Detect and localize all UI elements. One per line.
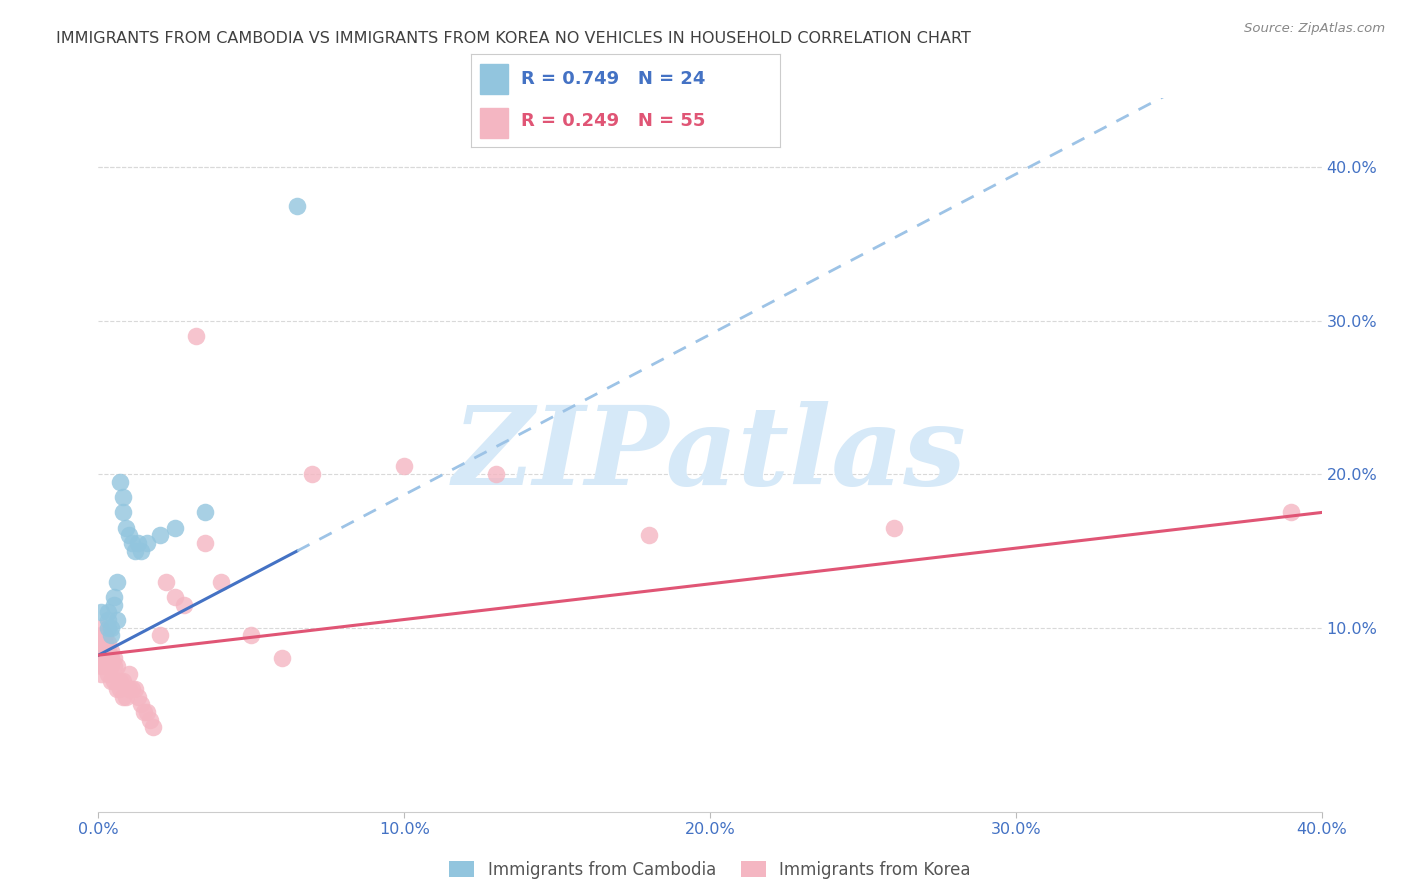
Point	[134, 705, 156, 719]
Point	[90, 666, 112, 681]
Point	[103, 590, 125, 604]
Point	[100, 643, 122, 657]
Point	[103, 598, 125, 612]
Point	[111, 674, 134, 689]
Point	[90, 636, 112, 650]
Point	[392, 459, 416, 474]
Point	[485, 467, 508, 482]
Point	[93, 651, 115, 665]
Point	[129, 698, 152, 712]
Point	[136, 536, 159, 550]
Point	[149, 528, 172, 542]
Point	[100, 659, 122, 673]
Point	[209, 574, 232, 589]
Point	[124, 544, 146, 558]
Point	[136, 705, 159, 719]
Point	[103, 651, 125, 665]
Point	[115, 690, 138, 704]
Point	[103, 659, 125, 673]
Point	[97, 605, 120, 619]
Point	[90, 643, 112, 657]
Point	[100, 674, 122, 689]
Point	[93, 628, 115, 642]
Text: IMMIGRANTS FROM CAMBODIA VS IMMIGRANTS FROM KOREA NO VEHICLES IN HOUSEHOLD CORRE: IMMIGRANTS FROM CAMBODIA VS IMMIGRANTS F…	[56, 31, 972, 46]
Text: R = 0.749   N = 24: R = 0.749 N = 24	[520, 70, 704, 87]
Point	[139, 713, 162, 727]
Bar	[481, 64, 508, 94]
Point	[105, 613, 128, 627]
Point	[124, 681, 146, 696]
Point	[186, 329, 208, 343]
Point	[93, 643, 115, 657]
Point	[240, 628, 263, 642]
Point	[111, 690, 134, 704]
Point	[883, 521, 905, 535]
Point	[108, 674, 131, 689]
Point	[100, 621, 122, 635]
Point	[285, 198, 308, 212]
Point	[90, 628, 112, 642]
Point	[100, 651, 122, 665]
Point	[301, 467, 323, 482]
Point	[111, 506, 134, 520]
Point	[194, 536, 217, 550]
Point	[149, 628, 172, 642]
Point	[127, 690, 149, 704]
Point	[173, 598, 195, 612]
Point	[108, 475, 131, 489]
Point	[97, 621, 120, 635]
Point	[118, 681, 141, 696]
Point	[142, 720, 165, 734]
Legend: Immigrants from Cambodia, Immigrants from Korea: Immigrants from Cambodia, Immigrants fro…	[443, 855, 977, 886]
Point	[97, 651, 120, 665]
Point	[129, 544, 152, 558]
Point	[163, 521, 186, 535]
Point	[155, 574, 177, 589]
Point	[121, 536, 143, 550]
Point	[163, 590, 186, 604]
Point	[93, 659, 115, 673]
Point	[90, 651, 112, 665]
Point	[103, 674, 125, 689]
Point	[118, 528, 141, 542]
Point	[111, 490, 134, 504]
Text: Source: ZipAtlas.com: Source: ZipAtlas.com	[1244, 22, 1385, 36]
Point	[105, 681, 128, 696]
Point	[270, 651, 292, 665]
Point	[97, 643, 120, 657]
Point	[127, 536, 149, 550]
Point	[118, 666, 141, 681]
Point	[115, 521, 138, 535]
Bar	[481, 108, 508, 138]
Point	[97, 636, 120, 650]
Point	[637, 528, 661, 542]
Point	[97, 613, 120, 627]
Point	[105, 574, 128, 589]
Point	[105, 659, 128, 673]
Point	[90, 659, 112, 673]
Point	[100, 628, 122, 642]
Point	[194, 506, 217, 520]
Point	[1279, 506, 1302, 520]
Point	[90, 621, 112, 635]
Point	[90, 605, 112, 619]
Point	[121, 681, 143, 696]
Point	[93, 636, 115, 650]
Text: R = 0.249   N = 55: R = 0.249 N = 55	[520, 112, 704, 130]
Point	[97, 666, 120, 681]
Point	[108, 681, 131, 696]
Text: ZIPatlas: ZIPatlas	[453, 401, 967, 508]
